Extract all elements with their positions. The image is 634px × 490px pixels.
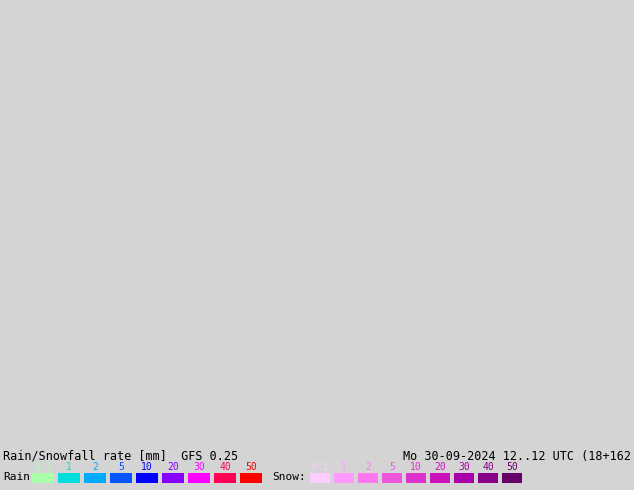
Text: 10: 10 bbox=[410, 462, 422, 471]
Text: 1: 1 bbox=[66, 462, 72, 471]
Text: Rain/Snowfall rate [mm]  GFS 0.25: Rain/Snowfall rate [mm] GFS 0.25 bbox=[3, 450, 238, 463]
Bar bbox=[358, 473, 378, 483]
Bar bbox=[310, 473, 330, 483]
Text: 5: 5 bbox=[389, 462, 395, 471]
Text: 0.1: 0.1 bbox=[311, 462, 329, 471]
Text: Snow:: Snow: bbox=[272, 472, 306, 482]
Bar bbox=[240, 473, 262, 483]
Bar bbox=[334, 473, 354, 483]
Text: Rain: Rain bbox=[3, 472, 30, 482]
Text: 40: 40 bbox=[482, 462, 494, 471]
Text: 50: 50 bbox=[245, 462, 257, 471]
Bar bbox=[454, 473, 474, 483]
Bar bbox=[214, 473, 236, 483]
Bar bbox=[84, 473, 106, 483]
Bar bbox=[162, 473, 184, 483]
Bar bbox=[110, 473, 132, 483]
Bar bbox=[406, 473, 426, 483]
Text: 10: 10 bbox=[141, 462, 153, 471]
Text: 20: 20 bbox=[167, 462, 179, 471]
Text: 2: 2 bbox=[92, 462, 98, 471]
Text: 30: 30 bbox=[458, 462, 470, 471]
Bar bbox=[188, 473, 210, 483]
Text: 40: 40 bbox=[219, 462, 231, 471]
Bar bbox=[382, 473, 402, 483]
Text: 30: 30 bbox=[193, 462, 205, 471]
Bar bbox=[430, 473, 450, 483]
Bar bbox=[136, 473, 158, 483]
Text: 50: 50 bbox=[506, 462, 518, 471]
Bar bbox=[58, 473, 80, 483]
Text: 1: 1 bbox=[341, 462, 347, 471]
Text: Mo 30-09-2024 12..12 UTC (18+162: Mo 30-09-2024 12..12 UTC (18+162 bbox=[403, 450, 631, 463]
Text: 0.1: 0.1 bbox=[34, 462, 52, 471]
Bar bbox=[478, 473, 498, 483]
Bar bbox=[32, 473, 54, 483]
Text: 20: 20 bbox=[434, 462, 446, 471]
Text: 5: 5 bbox=[118, 462, 124, 471]
Bar bbox=[502, 473, 522, 483]
Text: 2: 2 bbox=[365, 462, 371, 471]
